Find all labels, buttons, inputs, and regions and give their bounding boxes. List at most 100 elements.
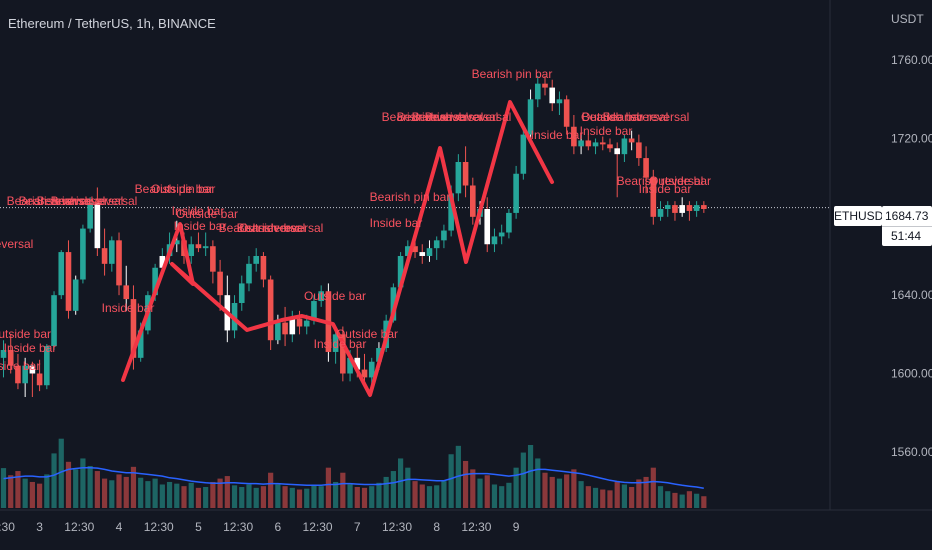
volume-bar: [369, 486, 375, 508]
candle-body: [376, 348, 382, 362]
candle-body: [513, 173, 519, 213]
candle-body: [621, 138, 628, 155]
volume-bar: [80, 458, 86, 508]
volume-bar: [405, 467, 411, 508]
price-tick-label: 1560.00: [891, 445, 932, 459]
price-tick-label: 1720.00: [891, 132, 932, 146]
candle-body: [491, 236, 498, 245]
candle-body: [470, 185, 476, 217]
candle-body: [44, 346, 50, 386]
volume-bar: [470, 469, 476, 508]
candle-body: [686, 205, 693, 211]
volume-bar: [506, 482, 512, 508]
pattern-label: Bearish reversal: [237, 221, 324, 235]
candle-body: [260, 256, 267, 280]
candle-body: [80, 228, 86, 280]
volume-bar: [419, 484, 425, 508]
candle-body: [15, 365, 21, 384]
candle-body: [664, 205, 671, 209]
candle-body: [549, 87, 556, 104]
volume-bar: [398, 458, 404, 508]
pattern-label: Outside bar: [151, 182, 213, 196]
volume-bar: [246, 484, 252, 508]
candle-body: [246, 263, 252, 284]
volume-bar: [15, 471, 21, 508]
candle-body: [22, 365, 28, 384]
candle-body: [412, 246, 418, 253]
volume-bar: [123, 476, 129, 508]
pattern-label: Inside bar: [0, 359, 40, 373]
symbol-badge[interactable]: ETHUSDT: [834, 206, 891, 226]
volume-bar: [44, 474, 50, 508]
candle-body: [0, 350, 7, 358]
candle-body: [527, 99, 534, 135]
candle-body: [657, 209, 664, 217]
time-tick-label: 12:30: [461, 520, 491, 534]
badge-divider: [882, 226, 932, 227]
volume-bar: [542, 472, 548, 508]
candle-body: [390, 287, 397, 321]
candle-body: [542, 83, 548, 88]
last-price-badge: 1684.73 51:44: [882, 206, 932, 246]
time-tick-label: 12:30: [144, 520, 174, 534]
volume-bar: [166, 481, 173, 508]
time-tick-label: 12:30: [64, 520, 94, 534]
time-tick-label: 9: [513, 520, 520, 534]
volume-bar: [549, 476, 555, 508]
price-axis[interactable]: 1760.001720.001680.001640.001600.001560.…: [891, 53, 932, 459]
pattern-label: Bearish reversal: [425, 110, 512, 124]
candle-body: [296, 318, 303, 327]
candle-body: [534, 83, 541, 100]
candle-body: [58, 252, 65, 296]
volume-bar: [8, 475, 14, 508]
volume-bar: [513, 467, 519, 508]
pattern-label: Outside bar: [0, 327, 51, 341]
pattern-label: Bearish pin bar: [472, 67, 553, 81]
pattern-label: reversal: [0, 237, 33, 251]
volume-bar: [37, 483, 43, 508]
candle-body: [202, 246, 209, 249]
volume-bar: [426, 486, 433, 508]
pattern-label: Outside bar: [649, 174, 711, 188]
volume-bar: [441, 481, 447, 508]
candle-body: [65, 252, 72, 311]
volume-bar: [73, 469, 79, 508]
pattern-label: Bearish reversal: [617, 174, 704, 188]
candle-body: [137, 330, 144, 358]
candle-body: [87, 203, 93, 229]
volume-bar: [289, 487, 295, 508]
candle-body: [332, 334, 339, 352]
time-tick-label: 4: [116, 520, 123, 534]
last-price-value: 1684.73: [885, 209, 929, 223]
pattern-label: Bearish reversal: [7, 194, 94, 208]
candle-body: [701, 205, 707, 209]
volume-bar: [434, 485, 440, 508]
volume-bar: [318, 486, 324, 508]
volume-bar: [578, 481, 584, 508]
candle-body: [130, 299, 137, 358]
volume-bar: [672, 492, 678, 508]
volume-bar: [347, 484, 353, 508]
pattern-label: Bearish reversal: [382, 110, 469, 124]
time-axis[interactable]: 12:30 3 12:30 4 12:30 5 12:30 6 12:30 7 12:30 8 12:3…: [0, 520, 520, 534]
candle-body: [210, 246, 216, 272]
volume-bar: [665, 491, 671, 508]
volume-bar: [239, 487, 245, 508]
volume-bar: [138, 477, 144, 508]
candle-body: [455, 162, 462, 194]
candle-body: [347, 357, 353, 374]
time-tick-label: 7: [354, 520, 361, 534]
volume-bar: [224, 476, 230, 508]
candle-body: [116, 240, 122, 286]
candle-body: [520, 134, 527, 174]
candle-body: [672, 205, 678, 213]
volume-bar: [109, 480, 115, 508]
candle-body: [275, 322, 281, 341]
pattern-label: Outside bar: [304, 289, 366, 303]
candle-body: [599, 142, 606, 145]
volume-bar: [657, 486, 664, 508]
candle-body: [318, 291, 324, 302]
pattern-label: Outside bar: [176, 207, 238, 221]
